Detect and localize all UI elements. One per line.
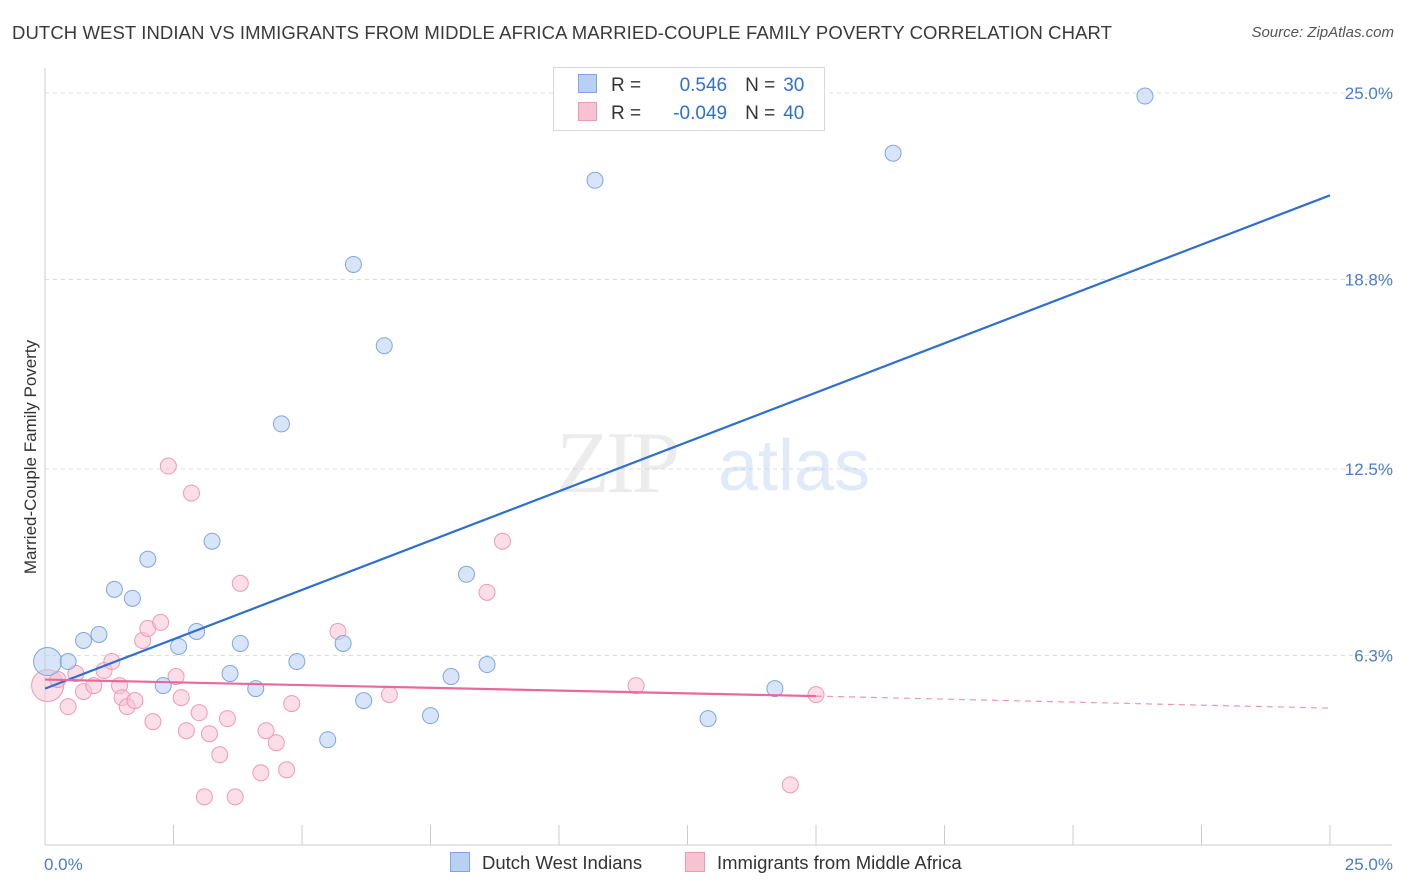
source-label: Source: ZipAtlas.com xyxy=(1251,24,1394,41)
y-tick-label: 25.0% xyxy=(1345,84,1393,103)
blue-point xyxy=(457,565,475,583)
x-tick-labels: 0.0% 25.0% xyxy=(44,855,1393,874)
pink-point xyxy=(126,692,144,710)
blue-point xyxy=(442,668,460,686)
pink-point xyxy=(257,722,275,740)
blue-point xyxy=(586,171,604,189)
pink-point xyxy=(226,788,244,806)
blue-point xyxy=(884,144,902,162)
chart-title: DUTCH WEST INDIAN VS IMMIGRANTS FROM MID… xyxy=(12,22,1113,43)
blue-point xyxy=(334,634,352,652)
pink-point xyxy=(283,695,301,713)
blue-point xyxy=(375,337,393,355)
legend-row-pink: R = -0.049 N = 40 xyxy=(578,102,804,130)
grid-lines xyxy=(45,92,1392,657)
blue-point xyxy=(170,637,188,655)
pink-point xyxy=(59,698,77,716)
bottom-legend-swatch-blue xyxy=(450,852,470,872)
blue-point xyxy=(221,665,239,683)
pink-point xyxy=(152,613,170,631)
pink-point xyxy=(172,689,190,707)
blue-point xyxy=(699,710,717,728)
watermark-zip: ZIP xyxy=(556,415,677,512)
pink-trend-extension xyxy=(815,695,1331,709)
blue-series-points xyxy=(33,87,1154,749)
legend-swatch-blue xyxy=(578,74,597,93)
blue-point xyxy=(139,550,157,568)
legend-r-label: R = xyxy=(611,75,642,96)
legend-r-label: R = xyxy=(611,103,642,124)
pink-point xyxy=(195,788,213,806)
legend-r-value: -0.049 xyxy=(673,103,728,124)
correlation-legend: R = 0.546 N = 30 R = -0.049 N = 40 xyxy=(553,67,825,131)
pink-point xyxy=(200,725,218,743)
legend-n-value: 30 xyxy=(783,75,805,96)
blue-point xyxy=(344,255,362,273)
pink-point xyxy=(182,484,200,502)
pink-point xyxy=(190,704,208,722)
pink-point xyxy=(218,710,236,728)
bottom-legend-label: Dutch West Indians xyxy=(482,852,643,873)
pink-point xyxy=(380,686,398,704)
watermark-atlas: atlas xyxy=(718,426,870,506)
pink-point xyxy=(211,746,229,764)
pink-point xyxy=(167,668,185,686)
y-tick-label: 18.8% xyxy=(1345,271,1393,290)
pink-point xyxy=(231,574,249,592)
pink-series-points xyxy=(31,457,825,806)
bottom-legend-label: Immigrants from Middle Africa xyxy=(717,852,962,873)
pink-point xyxy=(478,583,496,601)
blue-point xyxy=(766,680,784,698)
pink-trend-line xyxy=(44,678,817,698)
blue-trend-line xyxy=(44,194,1331,690)
legend-n-label: N = xyxy=(745,103,776,124)
blue-point xyxy=(59,653,77,671)
pink-point xyxy=(493,532,511,550)
legend-n-label: N = xyxy=(745,75,776,96)
x-tick-label: 25.0% xyxy=(1345,855,1393,874)
blue-point xyxy=(203,532,221,550)
blue-point xyxy=(105,580,123,598)
pink-point xyxy=(252,764,270,782)
x-tick-label: 0.0% xyxy=(44,855,83,874)
watermark: ZIP atlas xyxy=(556,415,870,512)
legend-n-value: 40 xyxy=(783,103,805,124)
pink-point xyxy=(627,677,645,695)
bottom-legend-swatch-pink xyxy=(685,852,705,872)
axes xyxy=(44,68,1392,846)
legend-row-blue: R = 0.546 N = 30 xyxy=(578,74,804,102)
pink-point xyxy=(267,734,285,752)
legend-swatch-pink xyxy=(578,102,597,121)
pink-point xyxy=(781,776,799,794)
blue-point xyxy=(33,647,63,677)
blue-point xyxy=(75,631,93,649)
blue-point xyxy=(1136,87,1154,105)
blue-point xyxy=(272,415,290,433)
legend-r-value: 0.546 xyxy=(679,75,728,96)
blue-point xyxy=(319,731,337,749)
pink-point xyxy=(144,713,162,731)
blue-point xyxy=(90,625,108,643)
blue-point xyxy=(355,692,373,710)
pink-point xyxy=(177,722,195,740)
bottom-legend-blue: Dutch West Indians xyxy=(450,852,642,874)
y-tick-labels: 6.3% 12.5% 18.8% 25.0% xyxy=(1345,84,1393,665)
y-axis-label: Married-Couple Family Poverty xyxy=(21,339,40,574)
blue-point xyxy=(422,707,439,725)
trend-lines xyxy=(44,194,1331,709)
bottom-legend-pink: Immigrants from Middle Africa xyxy=(685,852,962,874)
pink-point xyxy=(159,457,177,475)
blue-point xyxy=(154,677,172,695)
y-tick-label: 6.3% xyxy=(1354,647,1393,666)
blue-point xyxy=(288,653,306,671)
pink-point xyxy=(278,761,296,779)
y-tick-label: 12.5% xyxy=(1345,460,1393,479)
blue-point xyxy=(478,656,496,674)
blue-point xyxy=(231,634,249,652)
blue-point xyxy=(123,589,141,607)
pink-point xyxy=(807,686,825,704)
